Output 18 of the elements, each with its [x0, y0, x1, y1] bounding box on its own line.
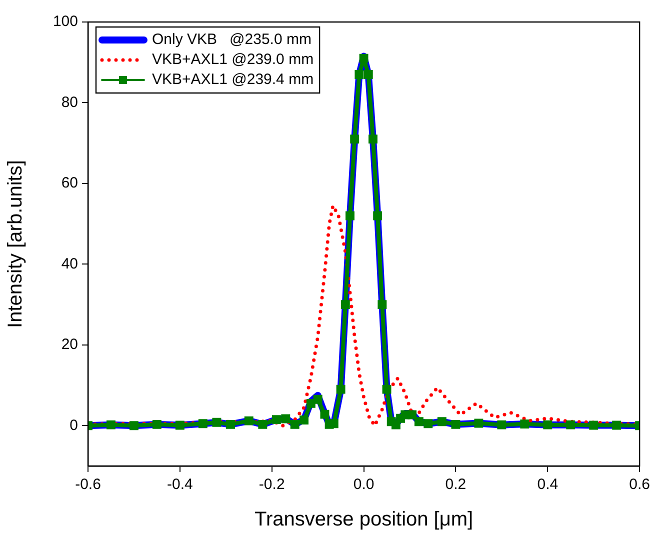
legend-label: VKB+AXL1 @239.0 mm: [152, 51, 314, 68]
y-tick-label: 40: [61, 255, 78, 272]
x-tick-label: -0.4: [167, 476, 193, 494]
x-tick-label: 0.6: [629, 476, 650, 494]
x-tick-label: 0.2: [445, 476, 466, 494]
y-tick-label: 60: [61, 174, 78, 192]
y-tick-label: 0: [70, 416, 78, 434]
x-tick-label: -0.6: [75, 476, 101, 494]
y-axis-title: Intensity [arb.units]: [4, 160, 27, 328]
x-tick-label: 0.4: [537, 476, 558, 494]
y-tick-label: 80: [61, 94, 78, 111]
x-tick-label: 0.0: [353, 476, 374, 494]
y-tick-label: 20: [61, 336, 78, 354]
x-axis-title: Transverse position [μm]: [254, 508, 474, 531]
legend-label: Only VKB @235.0 mm: [152, 31, 312, 48]
y-tick-label: 100: [52, 13, 78, 30]
x-tick-label: -0.2: [258, 476, 285, 494]
legend-label: VKB+AXL1 @239.4 mm: [152, 71, 314, 88]
